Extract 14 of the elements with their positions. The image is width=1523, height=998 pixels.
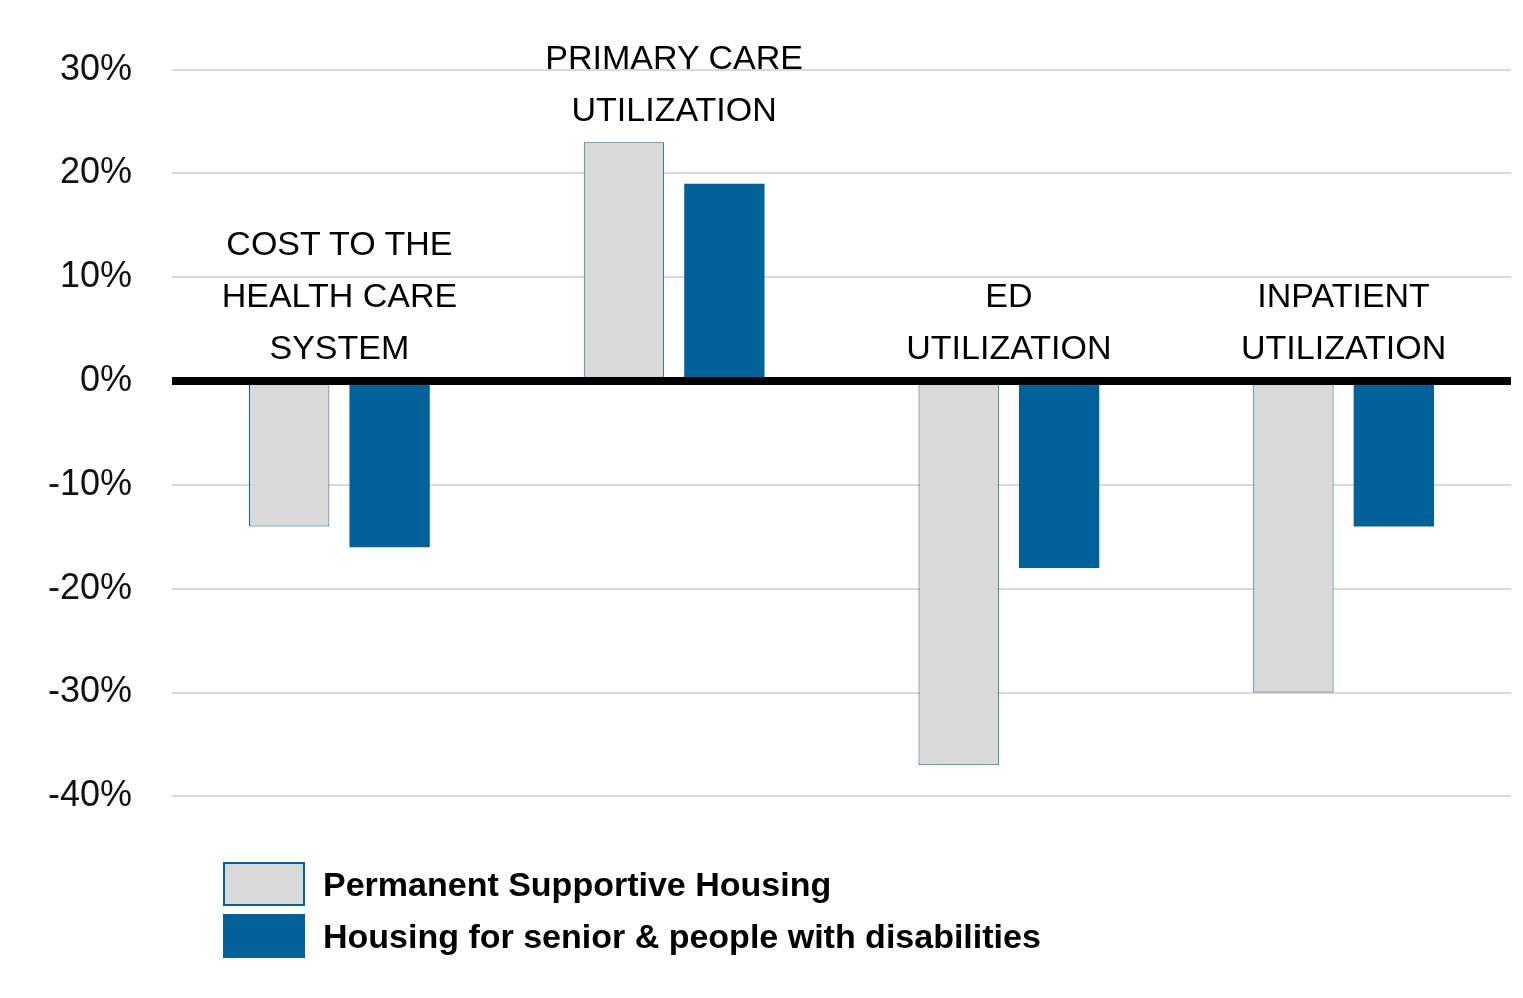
y-tick-label: 10% [59, 254, 133, 296]
y-tick-label: -30% [47, 669, 133, 711]
y-tick-label: 0% [80, 358, 133, 400]
y-tick-label: -40% [47, 773, 133, 815]
y-tick-label: 20% [59, 150, 133, 192]
legend-label: Permanent Supportive Housing [323, 864, 832, 904]
x-tick-label: COST TO THE HEALTH CARE SYSTEM [221, 224, 458, 367]
legend-label: Housing for senior & people with disabilities [323, 916, 1041, 956]
x-tick-label: PRIMARY CARE UTILIZATION [545, 37, 803, 128]
x-tick-label: INPATIENT UTILIZATION [1241, 276, 1447, 367]
y-tick-label: 30% [59, 46, 133, 88]
y-tick-label: -20% [47, 565, 133, 607]
y-tick-label: -10% [47, 461, 133, 503]
x-tick-label: ED UTILIZATION [906, 276, 1112, 367]
